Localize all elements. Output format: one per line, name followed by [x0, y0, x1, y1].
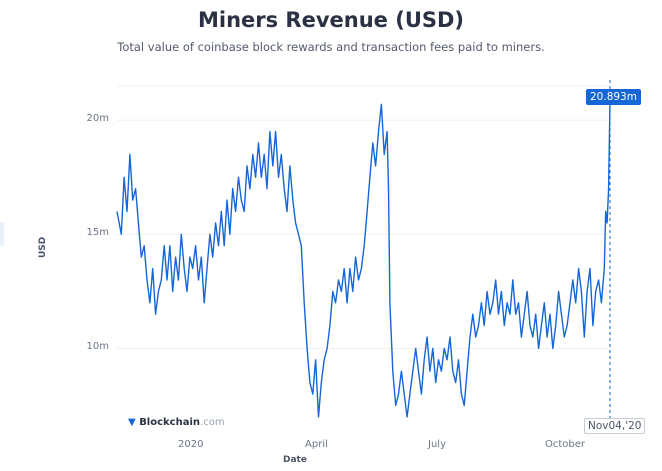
brand-icon: ▼ [128, 417, 136, 428]
chart-title: Miners Revenue (USD) [197, 8, 465, 32]
brand-name: Blockchain [139, 417, 201, 428]
brand-logo[interactable]: ▼ Blockchain.com [128, 417, 225, 428]
date-tooltip: Nov04,'20 [584, 418, 646, 434]
x-tick-label: July [428, 439, 446, 450]
x-axis-label: Date [283, 455, 307, 465]
brand-suffix: .com [200, 417, 225, 428]
x-tick-label: October [545, 439, 586, 450]
y-axis-label: USD [38, 236, 48, 258]
y-tick-label: 10m [86, 341, 109, 353]
value-tooltip: 20.893m [586, 89, 641, 105]
chart-subtitle: Total value of coinbase block rewards an… [117, 40, 545, 54]
series-line [116, 99, 611, 418]
y-tick-label: 20m [86, 113, 109, 125]
left-edge-tab [0, 222, 4, 246]
y-tick-label: 15m [86, 227, 109, 239]
x-tick-label: 2020 [178, 439, 204, 450]
x-tick-label: April [305, 439, 328, 450]
